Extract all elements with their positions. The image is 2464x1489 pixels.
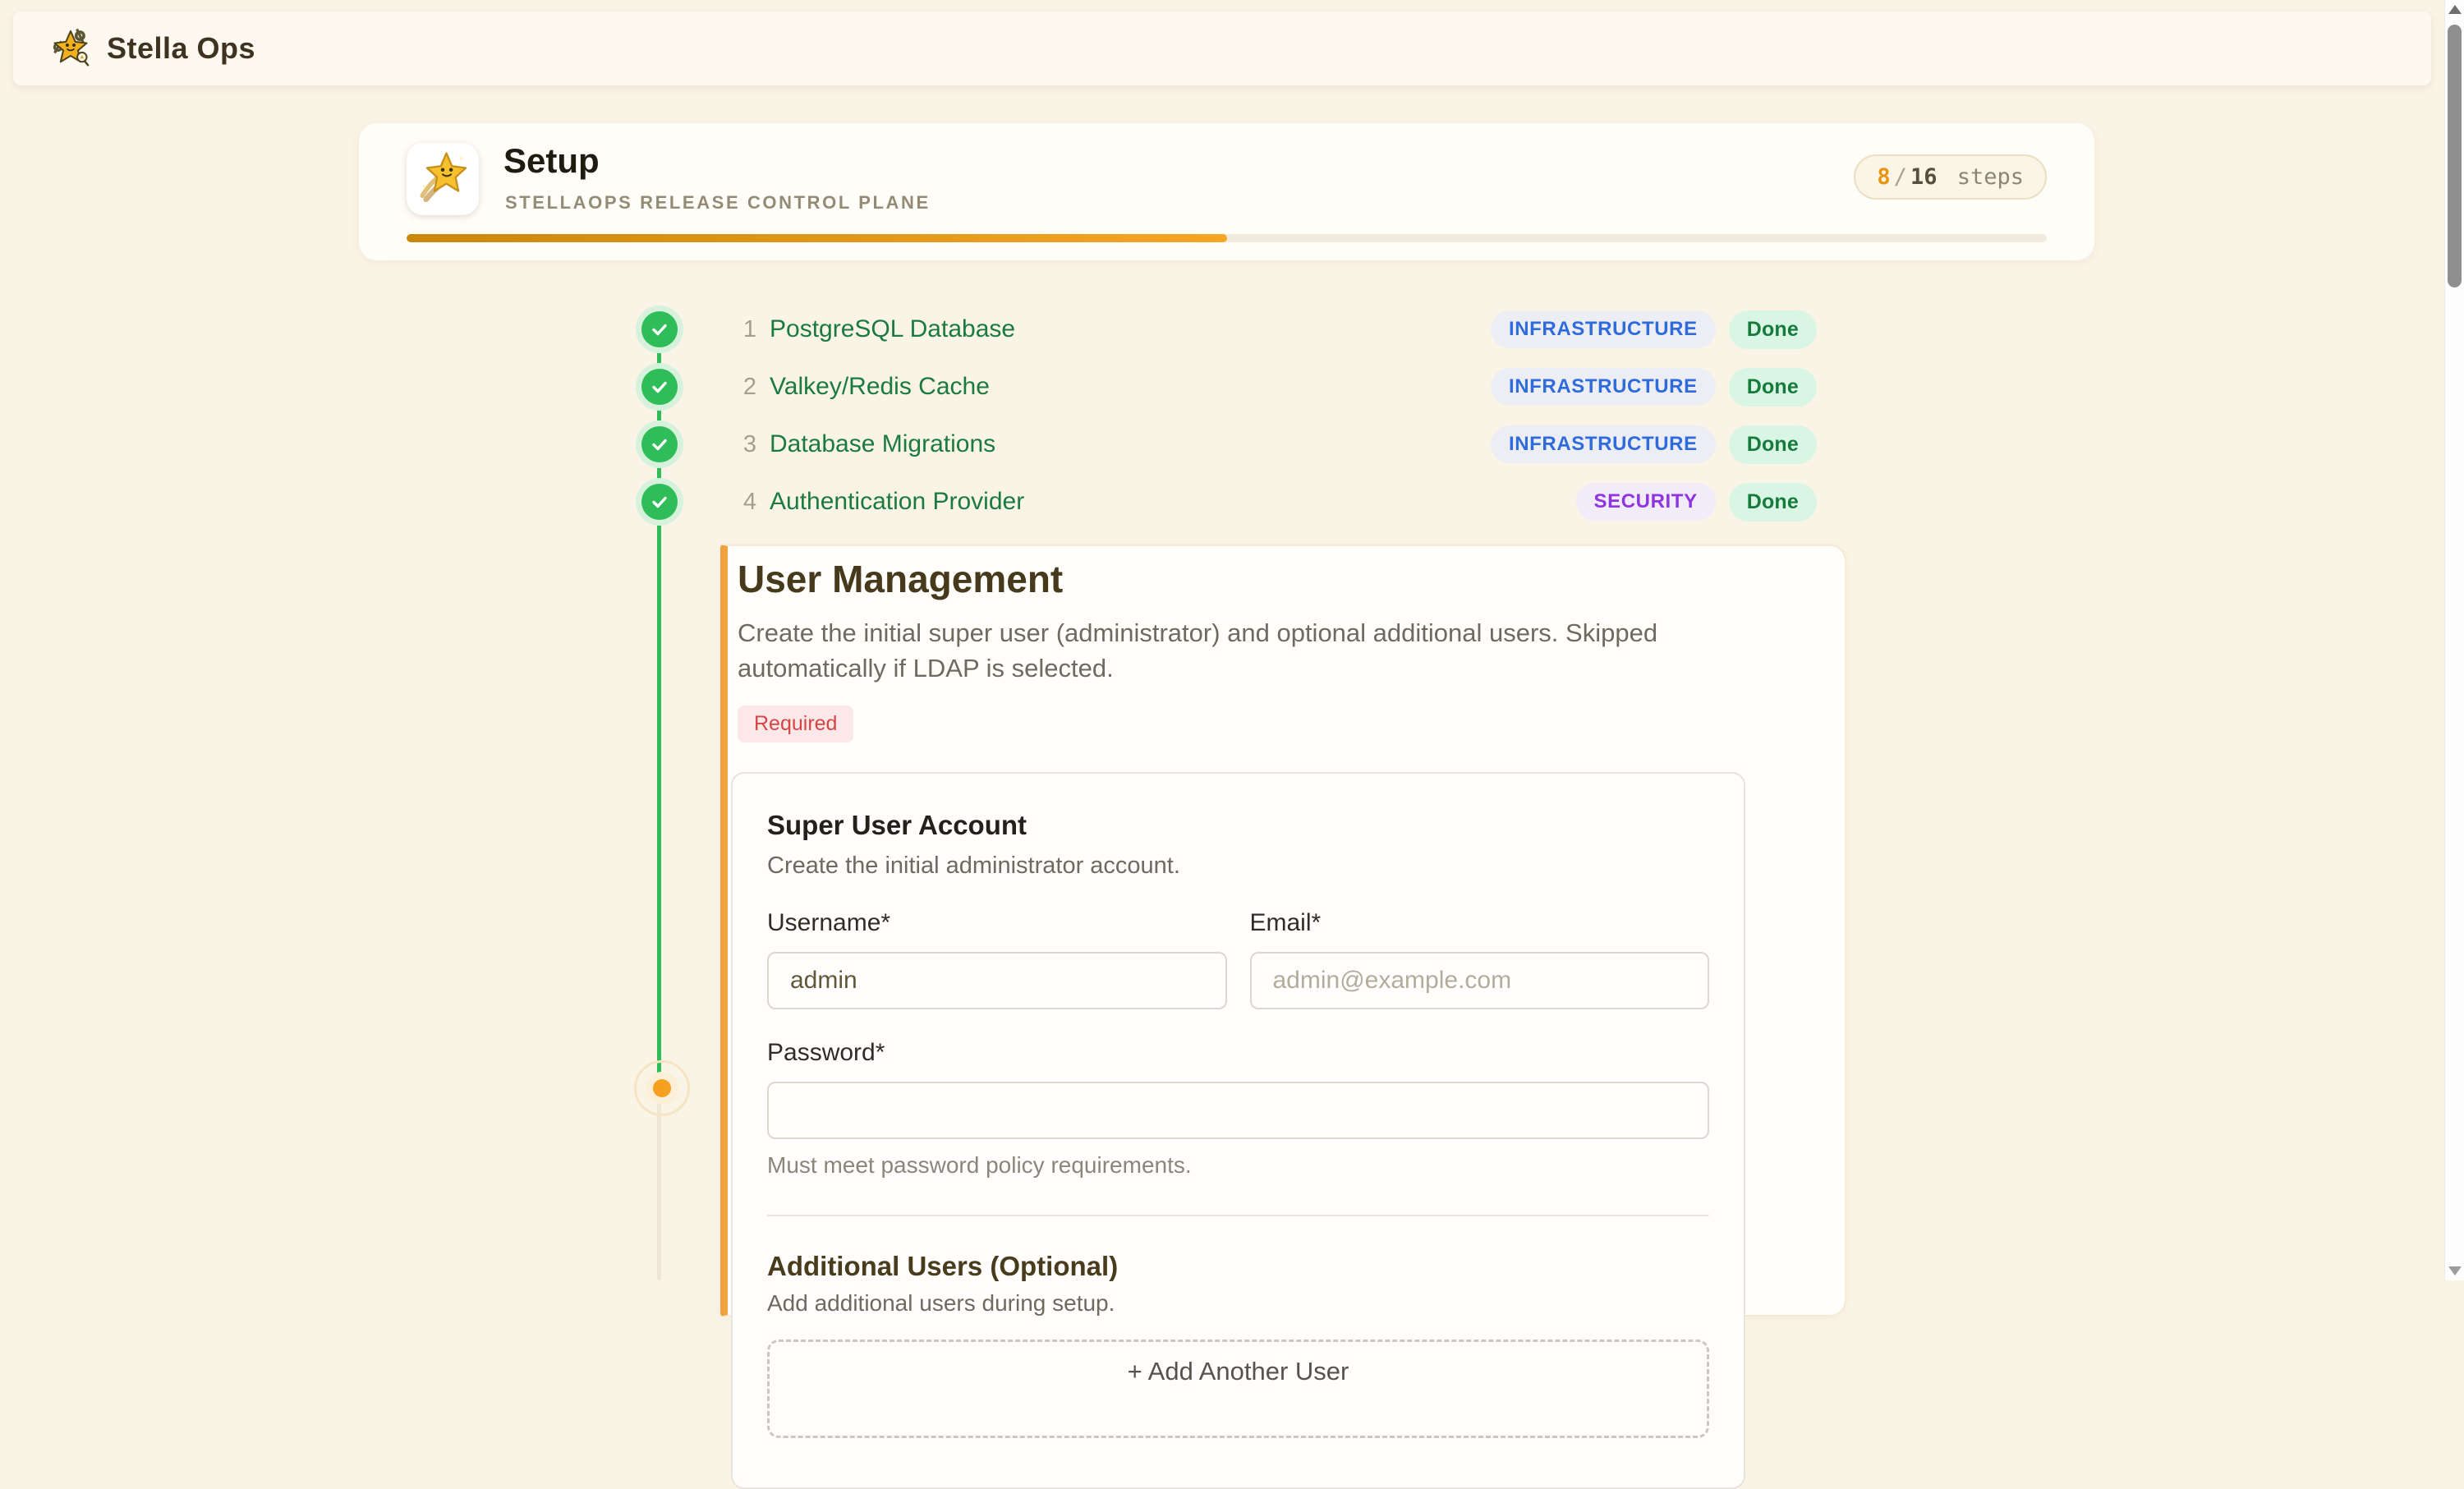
step-row[interactable]: 2 Valkey/Redis Cache INFRASTRUCTURE Done	[0, 358, 1817, 416]
step-category-badge: INFRASTRUCTURE	[1490, 310, 1716, 348]
scrollbar-thumb[interactable]	[2448, 25, 2462, 287]
user-management-section: User Management Create the initial super…	[720, 545, 1846, 1489]
timeline-line-completed	[657, 330, 661, 1086]
scrollbar-down-arrow-icon[interactable]	[2448, 1266, 2462, 1275]
section-description: Create the initial super user (administr…	[738, 618, 1658, 682]
step-number: 1	[742, 315, 756, 342]
steps-count-badge: 8/16 steps	[1854, 154, 2047, 200]
step-status-badge: Done	[1728, 367, 1817, 407]
completed-steps-list: 1 PostgreSQL Database INFRASTRUCTURE Don…	[0, 301, 1817, 531]
setup-card: Setup STELLAOPS RELEASE CONTROL PLANE 8/…	[359, 123, 2094, 260]
step-title-link[interactable]: Authentication Provider	[770, 488, 1025, 515]
timeline-line-upcoming	[657, 1086, 661, 1280]
step-number: 2	[742, 373, 756, 400]
password-input[interactable]	[767, 1082, 1709, 1140]
scrollbar-up-arrow-icon[interactable]	[2448, 5, 2462, 14]
email-input[interactable]	[1249, 952, 1709, 1010]
section-divider	[767, 1215, 1709, 1217]
app-title: Stella Ops	[107, 31, 256, 65]
required-badge: Required	[738, 705, 854, 743]
step-number: 4	[742, 488, 756, 515]
step-category-badge: INFRASTRUCTURE	[1490, 425, 1716, 463]
stella-ops-logo-icon	[53, 28, 90, 67]
step-title-link[interactable]: Database Migrations	[770, 430, 996, 457]
add-another-user-button[interactable]: + Add Another User	[767, 1340, 1709, 1439]
setup-title: Setup	[503, 141, 600, 180]
email-label: Email*	[1249, 909, 1322, 937]
setup-progress-fill	[407, 234, 1227, 242]
step-check-icon	[641, 484, 678, 520]
setup-progress-track	[407, 234, 2047, 242]
additional-users-title: Additional Users (Optional)	[767, 1251, 1119, 1282]
step-title-link[interactable]: Valkey/Redis Cache	[770, 373, 990, 400]
section-title: User Management	[738, 558, 1064, 600]
vertical-scrollbar[interactable]	[2445, 0, 2464, 1280]
steps-total-count: 16	[1910, 164, 1938, 190]
super-user-title: Super User Account	[767, 810, 1027, 841]
app-header: Stella Ops	[13, 11, 2431, 85]
additional-users-description: Add additional users during setup.	[767, 1290, 1115, 1317]
username-label: Username*	[767, 909, 891, 937]
steps-suffix: steps	[1956, 164, 2024, 190]
step-check-icon	[641, 311, 678, 347]
steps-done-count: 8	[1877, 164, 1891, 190]
password-hint: Must meet password policy requirements.	[767, 1152, 1192, 1179]
step-row[interactable]: 1 PostgreSQL Database INFRASTRUCTURE Don…	[0, 301, 1817, 358]
step-title-link[interactable]: PostgreSQL Database	[770, 315, 1016, 342]
step-row[interactable]: 4 Authentication Provider SECURITY Done	[0, 473, 1817, 531]
step-category-badge: SECURITY	[1575, 483, 1716, 521]
step-check-icon	[641, 369, 678, 405]
super-user-description: Create the initial administrator account…	[767, 852, 1180, 880]
step-category-badge: INFRASTRUCTURE	[1490, 368, 1716, 406]
step-status-badge: Done	[1728, 310, 1817, 349]
step-status-badge: Done	[1728, 425, 1817, 464]
username-input[interactable]	[767, 952, 1227, 1010]
step-number: 3	[742, 430, 756, 457]
setup-app-icon	[407, 143, 479, 215]
super-user-card: Super User Account Create the initial ad…	[731, 772, 1745, 1489]
active-step-dot	[653, 1079, 671, 1097]
setup-subtitle: STELLAOPS RELEASE CONTROL PLANE	[505, 192, 931, 213]
password-label: Password*	[767, 1039, 885, 1067]
step-row[interactable]: 3 Database Migrations INFRASTRUCTURE Don…	[0, 416, 1817, 473]
step-status-badge: Done	[1728, 482, 1817, 522]
step-check-icon	[641, 426, 678, 462]
active-step-marker	[634, 1060, 690, 1116]
